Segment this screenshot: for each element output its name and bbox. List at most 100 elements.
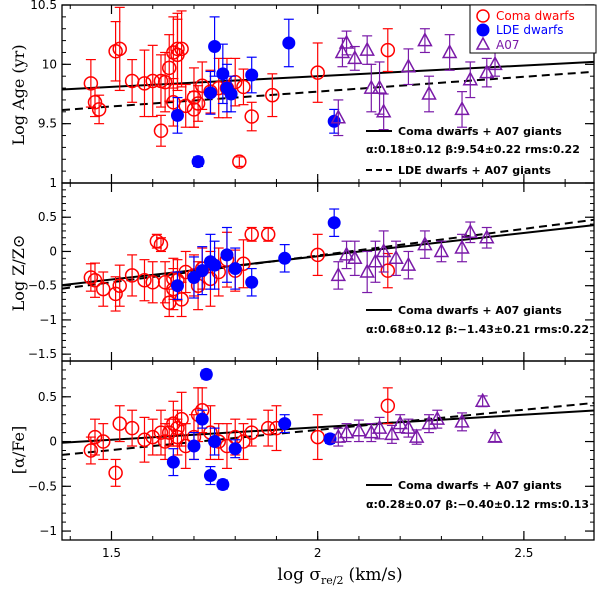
marker (330, 266, 347, 282)
x-tick-label: 2 (314, 546, 322, 560)
alpha-coma-dwarfs-point (112, 405, 127, 443)
svg-text:log σre/2(km/s): log σre/2 (km/s) (277, 565, 402, 587)
age-lde-dwarfs-point (203, 70, 217, 115)
marker (310, 65, 325, 80)
legend-label-coma: Coma dwarfs (496, 9, 575, 23)
marker (170, 420, 185, 436)
legend-label-a07: A07 (496, 38, 519, 52)
alpha-coma-dwarfs-point (95, 423, 111, 461)
marker (244, 425, 259, 440)
legend-marker-lde (476, 23, 490, 37)
panel-metallicity: −1.5 −1 −0.5 0 0.5 1 Log Z/Z⊙ Coma dwarfs + A… (9, 176, 595, 362)
age-a07-point (338, 30, 355, 56)
metallicity-fit-legend: Coma dwarfs + A07 giants α:0.68±0.12 β:−… (366, 304, 589, 336)
metallicity-lde-dwarfs-point (278, 244, 292, 273)
marker (203, 86, 217, 100)
age-lde-dwarfs-point (224, 75, 238, 113)
marker (137, 76, 152, 91)
marker (166, 95, 181, 110)
alpha-a07-point (408, 428, 425, 445)
metallicity-coma-dwarfs-point (161, 288, 177, 318)
marker (429, 410, 446, 425)
metallicity-lde-dwarfs-point (220, 226, 234, 283)
marker (380, 263, 396, 278)
marker (408, 428, 425, 443)
metallicity-a07-point (462, 221, 479, 244)
marker (149, 233, 165, 249)
age-coma-dwarfs-point (244, 101, 259, 132)
age-coma-dwarfs-point (380, 28, 396, 73)
age-fit-note: α:0.18±0.12 β:9.54±0.22 rms:0.22 (366, 143, 580, 156)
alpha-coma-dwarfs-point (153, 409, 169, 456)
marker (479, 64, 495, 79)
metallicity-y-tick-label: 0.5 (38, 210, 57, 224)
marker (351, 422, 367, 437)
metallicity-fit-line-dashed (62, 218, 594, 290)
marker (112, 416, 127, 431)
metallicity-lde-dwarfs-point (228, 247, 242, 290)
marker (83, 443, 99, 458)
marker (153, 73, 169, 89)
alpha-a07-point (400, 418, 417, 438)
marker (208, 258, 222, 272)
marker (203, 469, 217, 483)
alpha-fit-note: α:0.28±0.07 β:−0.40±0.12 rms:0.13 (366, 498, 589, 511)
age-y-tick-label: 10.5 (30, 0, 57, 12)
marker (170, 41, 185, 57)
marker (112, 278, 127, 293)
alpha-fit-solid-label: Coma dwarfs + A07 giants (398, 479, 562, 492)
alpha-a07-point (371, 416, 388, 440)
marker (124, 420, 140, 436)
metallicity-a07-point (338, 240, 355, 270)
alpha-lde-dwarfs-point (187, 432, 201, 461)
alpha-a07-point (351, 419, 367, 443)
alpha-a07-point (338, 423, 355, 443)
age-fit-legend: Coma dwarfs + A07 giants α:0.18±0.12 β:9… (366, 125, 580, 177)
metallicity-lde-dwarfs-point (245, 267, 259, 297)
marker (153, 123, 169, 139)
age-lde-dwarfs-point (282, 18, 296, 68)
metallicity-y-tick-label: 0 (49, 244, 57, 258)
marker (236, 434, 251, 449)
alpha-y-tick-label: −1 (39, 524, 57, 538)
marker (208, 40, 222, 54)
marker (375, 242, 392, 258)
age-coma-dwarfs-point (170, 12, 185, 86)
alpha-ylabel: [α/Fe] (9, 426, 28, 474)
age-a07-point (375, 93, 392, 131)
age-coma-dwarfs-point (153, 114, 169, 147)
alpha-coma-dwarfs-point (157, 423, 173, 461)
alpha-lde-dwarfs-point (203, 466, 217, 486)
marker (380, 398, 396, 413)
marker (462, 71, 479, 86)
age-lde-dwarfs-point (245, 56, 259, 94)
marker (462, 223, 479, 239)
alpha-lde-dwarfs-point (278, 414, 292, 434)
marker (145, 429, 160, 445)
marker (265, 87, 280, 103)
age-lde-dwarfs-point (208, 16, 222, 77)
age-a07-point (330, 99, 347, 137)
marker (474, 392, 491, 408)
age-coma-dwarfs-point (265, 73, 280, 118)
alpha-y-tick-label: −0.5 (28, 479, 57, 493)
age-coma-dwarfs-point (112, 6, 127, 92)
marker (487, 428, 503, 443)
alpha-a07-point (474, 392, 491, 408)
age-coma-dwarfs-point (124, 58, 140, 103)
alpha-coma-dwarfs-point (380, 387, 396, 425)
marker (282, 36, 296, 50)
marker (166, 455, 180, 469)
alpha-coma-dwarfs-point (87, 418, 103, 456)
age-coma-dwarfs-point (91, 94, 107, 125)
marker (338, 424, 355, 439)
marker (371, 419, 388, 434)
xlabel-unit: (km/s) (348, 565, 402, 585)
marker (224, 87, 238, 101)
metallicity-lde-dwarfs-point (187, 256, 201, 299)
alpha-a07-point (392, 414, 408, 434)
alpha-axes: −1 −0.5 0 0.5 1.5 2 2.5 (28, 360, 595, 560)
alpha-lde-dwarfs-point (208, 427, 222, 456)
marker (487, 55, 503, 71)
